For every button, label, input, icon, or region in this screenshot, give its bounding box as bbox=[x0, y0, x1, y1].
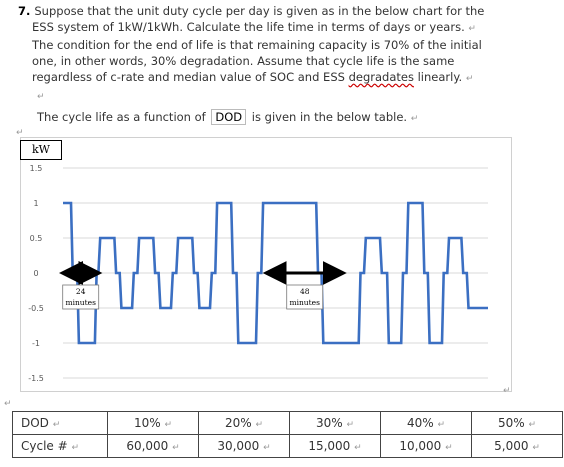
cycle-cell: 15,000 ↵ bbox=[289, 434, 381, 458]
cycle-cell: 10,000 ↵ bbox=[380, 434, 472, 458]
cycle-cell: 5,000 ↵ bbox=[471, 434, 563, 458]
question-line-2: ESS system of 1kW/1kWh. Calculate the li… bbox=[32, 20, 476, 34]
y-tick-label: -0.5 bbox=[28, 304, 44, 313]
dod-cell: 20% ↵ bbox=[198, 411, 290, 435]
cycle-cell: 60,000 ↵ bbox=[107, 434, 199, 458]
duration-label-number: 48 bbox=[300, 287, 310, 296]
y-tick-label: -1.5 bbox=[28, 374, 44, 383]
cycle-life-table: DOD ↵ 10% ↵ 20% ↵ 30% ↵ 40% ↵ 50% ↵ Cycl… bbox=[12, 411, 563, 458]
duration-label-box bbox=[62, 284, 100, 310]
table-row-dod: DOD ↵ 10% ↵ 20% ↵ 30% ↵ 40% ↵ 50% ↵ bbox=[12, 411, 563, 435]
y-tick-label: 0 bbox=[33, 269, 38, 278]
question-line-3: The condition for the end of life is tha… bbox=[32, 38, 482, 52]
paragraph-mark: ↵ bbox=[503, 386, 511, 396]
intro-sentence: The cycle life as a function of DOD is g… bbox=[37, 109, 419, 125]
dod-cell: 40% ↵ bbox=[380, 411, 472, 435]
dod-highlight: DOD bbox=[211, 109, 247, 125]
paragraph-mark: ↵ bbox=[4, 399, 12, 409]
paragraph-mark: ↵ bbox=[37, 92, 45, 102]
y-tick-label: -1 bbox=[32, 339, 40, 348]
duration-label-box bbox=[286, 284, 324, 310]
question-number: 7. bbox=[18, 4, 31, 18]
question-line-5: regardless of c-rate and median value of… bbox=[32, 70, 474, 84]
dod-cell: 50% ↵ bbox=[471, 411, 563, 435]
series-line bbox=[63, 201, 488, 345]
spellcheck-word: degradates bbox=[348, 70, 414, 84]
chart-unit-label: kW bbox=[20, 140, 62, 160]
question-line-4: one, in other words, 30% degradation. As… bbox=[32, 54, 455, 68]
y-tick-label: 1.5 bbox=[30, 164, 43, 173]
duration-label-unit: minutes bbox=[289, 298, 320, 307]
y-tick-label: 0.5 bbox=[30, 234, 43, 243]
dod-cell: 30% ↵ bbox=[289, 411, 381, 435]
question-line-1: 7. Suppose that the unit duty cycle per d… bbox=[18, 4, 485, 18]
y-tick-label: 1 bbox=[33, 199, 38, 208]
table-header-cycles: Cycle # ↵ bbox=[12, 434, 108, 458]
table-header-dod: DOD ↵ bbox=[12, 411, 108, 435]
duration-label-number: 24 bbox=[76, 287, 86, 296]
cycle-cell: 30,000 ↵ bbox=[198, 434, 290, 458]
duration-label-unit: minutes bbox=[65, 298, 96, 307]
table-row-cycles: Cycle # ↵ 60,000 ↵ 30,000 ↵ 15,000 ↵ 10,… bbox=[12, 434, 563, 458]
paragraph-mark: ↵ bbox=[16, 128, 24, 138]
dod-cell: 10% ↵ bbox=[107, 411, 199, 435]
question-paragraph: 7. Suppose that the unit duty cycle per d… bbox=[18, 3, 553, 87]
